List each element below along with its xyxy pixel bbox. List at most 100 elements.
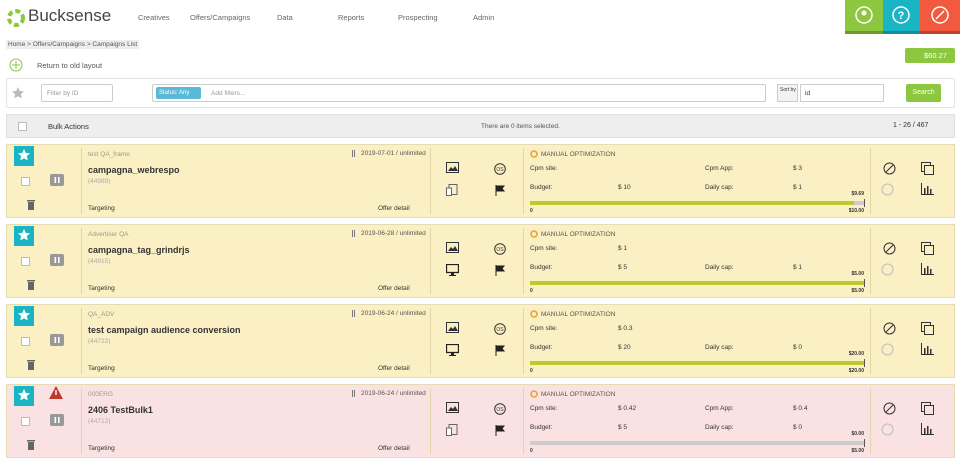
logo-text[interactable]: Bucksense [28, 6, 112, 25]
nav-item[interactable]: Creatives [138, 13, 170, 22]
sort-direction[interactable]: Sort by [777, 84, 798, 102]
filters-input[interactable] [152, 84, 766, 102]
favorite-filter[interactable] [11, 86, 25, 100]
breadcrumb[interactable]: Home > Offers/Campaigns > Campaigns List [6, 40, 140, 49]
banner-format-icon [446, 162, 459, 173]
select-all-checkbox[interactable] [18, 122, 27, 131]
metric-value[interactable]: $ 10 [618, 184, 631, 191]
icon-part [921, 183, 934, 195]
icon-part [446, 427, 452, 436]
offer-detail-toggle[interactable]: Offer detail [378, 205, 410, 212]
metric-value[interactable]: $ 5 [618, 264, 628, 271]
settings-icon [931, 6, 949, 24]
stats-button[interactable] [921, 183, 934, 195]
settings-button[interactable] [920, 0, 960, 34]
offer-detail-toggle[interactable]: Offer detail [378, 365, 410, 372]
help-button[interactable]: ? [883, 0, 920, 34]
targeting-toggle[interactable]: Targeting [88, 205, 115, 212]
row-checkbox[interactable] [21, 337, 30, 346]
duplicate-button[interactable] [921, 162, 934, 175]
balance-button[interactable]: $60.27 [905, 48, 955, 63]
favorite-badge[interactable] [14, 386, 34, 406]
metric-value[interactable]: $ 1 [793, 184, 803, 191]
user-button[interactable] [845, 0, 883, 34]
favorite-badge[interactable] [14, 306, 34, 326]
campaign-name[interactable]: 2406 TestBulk1 [88, 405, 153, 415]
row-checkbox[interactable] [21, 177, 30, 186]
stop-button[interactable] [883, 242, 896, 255]
metric-value[interactable]: $ 0 [793, 424, 803, 431]
campaign-name[interactable]: campagna_webrespo [88, 165, 180, 175]
metric-value[interactable]: $ 3 [793, 165, 803, 172]
delete-button[interactable] [26, 439, 36, 450]
nav-item[interactable]: Offers/Campaigns [190, 13, 251, 22]
pagination[interactable]: 1 - 26 / 467 [893, 122, 929, 129]
campaign-name[interactable]: test campaign audience conversion [88, 325, 241, 335]
stop-button[interactable] [883, 402, 896, 415]
favorite-badge[interactable] [14, 146, 34, 166]
filter-bar [6, 78, 955, 108]
metric-value[interactable]: $ 5 [618, 424, 628, 431]
metric-value[interactable]: $ 0.3 [618, 325, 633, 332]
icon-part [448, 166, 458, 171]
pause-button[interactable] [50, 254, 64, 266]
delete-button[interactable] [26, 279, 36, 290]
return-link[interactable]: Return to old layout [37, 61, 103, 70]
targeting-toggle[interactable]: Targeting [88, 365, 115, 372]
campaign-name[interactable]: campagna_tag_grindrjs [88, 245, 190, 255]
icon-ring [931, 6, 949, 24]
favorite-badge[interactable] [14, 226, 34, 246]
row-divider [523, 228, 524, 294]
search-button[interactable]: Search [906, 84, 941, 102]
nav-item[interactable]: Data [277, 13, 293, 22]
sort-field-select[interactable]: id [800, 84, 884, 102]
nav-item[interactable]: Prospecting [398, 13, 438, 22]
stats-button[interactable] [921, 423, 934, 435]
nav-item[interactable]: Admin [473, 13, 495, 22]
offer-detail-toggle[interactable]: Offer detail [378, 285, 410, 292]
metric-value[interactable]: $ 0 [793, 344, 803, 351]
stats-button[interactable] [921, 343, 934, 355]
offer-detail-toggle[interactable]: Offer detail [378, 445, 410, 452]
add-icon[interactable] [9, 58, 23, 72]
delete-button[interactable] [26, 359, 36, 370]
icon-part [27, 280, 35, 290]
pause-button[interactable] [50, 414, 64, 426]
bid-button[interactable] [881, 263, 894, 276]
campaign-dates: 2019-06-28 / unlimited [352, 230, 426, 237]
bid-button[interactable] [881, 343, 894, 356]
icon-part [885, 404, 894, 413]
pause-button[interactable] [50, 174, 64, 186]
icon-part [28, 282, 34, 290]
icon-part [446, 322, 459, 333]
bid-button[interactable] [881, 183, 894, 196]
metric-value[interactable]: $ 1 [618, 245, 628, 252]
stop-button[interactable] [883, 322, 896, 335]
bid-button[interactable] [881, 423, 894, 436]
status-chip[interactable]: Status: Any [156, 87, 202, 99]
icon-part [921, 183, 934, 195]
pause-button[interactable] [50, 334, 64, 346]
stop-button[interactable] [883, 162, 896, 175]
advertiser: test QA_frame [88, 151, 130, 158]
metric-value[interactable]: $ 20 [618, 344, 631, 351]
id-filter-input[interactable]: Filter by ID [41, 84, 113, 102]
targeting-toggle[interactable]: Targeting [88, 285, 115, 292]
targeting-toggle[interactable]: Targeting [88, 445, 115, 452]
budget-fill [530, 201, 854, 205]
duplicate-button[interactable] [921, 402, 934, 415]
row-checkbox[interactable] [21, 257, 30, 266]
metric-value[interactable]: $ 0.42 [618, 405, 637, 412]
icon-head [861, 10, 867, 16]
bulk-actions-dropdown[interactable]: Bulk Actions [48, 122, 89, 131]
duplicate-button[interactable] [921, 322, 934, 335]
device-icon [445, 343, 460, 356]
metric-value[interactable]: $ 0.4 [793, 405, 808, 412]
row-checkbox[interactable] [21, 417, 30, 426]
stats-button[interactable] [921, 263, 934, 275]
metric-value[interactable]: $ 1 [793, 264, 803, 271]
delete-button[interactable] [26, 199, 36, 210]
nav-item[interactable]: Reports [338, 13, 365, 22]
row-divider [81, 148, 82, 214]
duplicate-button[interactable] [921, 242, 934, 255]
